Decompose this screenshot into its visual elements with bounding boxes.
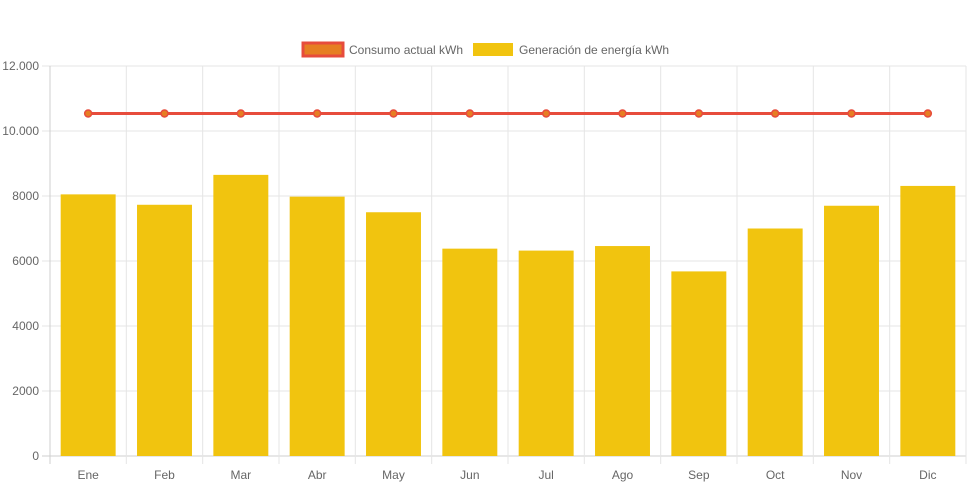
y-tick-label: 6000 — [12, 254, 39, 268]
x-tick-label: Ago — [612, 468, 634, 482]
bar-mar[interactable] — [213, 174, 269, 456]
x-tick-label: Feb — [154, 468, 175, 482]
y-tick-label: 10.000 — [2, 124, 39, 138]
bar-sep[interactable] — [671, 271, 727, 456]
y-tick-label: 2000 — [12, 384, 39, 398]
line-point-jun[interactable] — [465, 109, 475, 118]
y-tick-label: 12.000 — [2, 59, 39, 73]
bar-series — [60, 174, 956, 457]
y-tick-label: 8000 — [12, 189, 39, 203]
legend-swatch-consumo — [301, 41, 345, 58]
x-tick-label: May — [382, 468, 405, 482]
line-point-abr[interactable] — [312, 109, 322, 118]
line-point-may[interactable] — [389, 109, 398, 118]
line-point-oct[interactable] — [770, 109, 780, 118]
legend-label-generacion: Generación de energía kWh — [519, 43, 669, 57]
x-tick-label: Jul — [538, 468, 553, 482]
x-tick-label: Nov — [841, 468, 862, 482]
x-tick-label: Dic — [919, 468, 936, 482]
bar-ago[interactable] — [595, 246, 650, 456]
x-tick-label: Oct — [766, 468, 785, 482]
legend-item-consumo[interactable]: Consumo actual kWh — [301, 41, 463, 58]
x-tick-label: Ene — [77, 468, 99, 482]
bar-jun[interactable] — [442, 248, 498, 456]
legend: Consumo actual kWh Generación de energía… — [301, 41, 669, 58]
line-series — [83, 109, 933, 118]
x-axis: Ene Feb Mar Abr May Jun Jul Ago Sep Oct Nov Dic — [77, 468, 936, 482]
bar-nov[interactable] — [824, 205, 879, 456]
legend-item-generacion[interactable]: Generación de energía kWh — [473, 43, 669, 57]
line-point-sep[interactable] — [694, 109, 704, 118]
line-point-ago[interactable] — [618, 109, 627, 118]
bar-may[interactable] — [366, 212, 421, 456]
line-point-dic[interactable] — [923, 109, 933, 118]
x-tick-label: Abr — [308, 468, 327, 482]
bar-dic[interactable] — [900, 185, 956, 457]
legend-label-consumo: Consumo actual kWh — [349, 43, 463, 57]
line-point-jul[interactable] — [541, 109, 551, 118]
line-point-nov[interactable] — [847, 109, 856, 118]
line-point-ene[interactable] — [83, 109, 93, 118]
bar-abr[interactable] — [289, 196, 345, 456]
x-tick-label: Jun — [460, 468, 479, 482]
line-point-mar[interactable] — [236, 109, 246, 118]
grid — [42, 65, 967, 464]
bar-oct[interactable] — [747, 228, 803, 457]
x-tick-label: Sep — [688, 468, 710, 482]
bar-ene[interactable] — [60, 194, 116, 456]
legend-swatch-generacion — [473, 43, 513, 56]
y-tick-label: 0 — [32, 449, 39, 463]
bar-jul[interactable] — [518, 250, 574, 456]
y-axis: 0 2000 4000 6000 8000 10.000 12.000 — [2, 59, 39, 463]
x-tick-label: Mar — [230, 468, 251, 482]
bar-feb[interactable] — [137, 204, 192, 456]
y-tick-label: 4000 — [12, 319, 39, 333]
line-point-feb[interactable] — [160, 109, 169, 118]
